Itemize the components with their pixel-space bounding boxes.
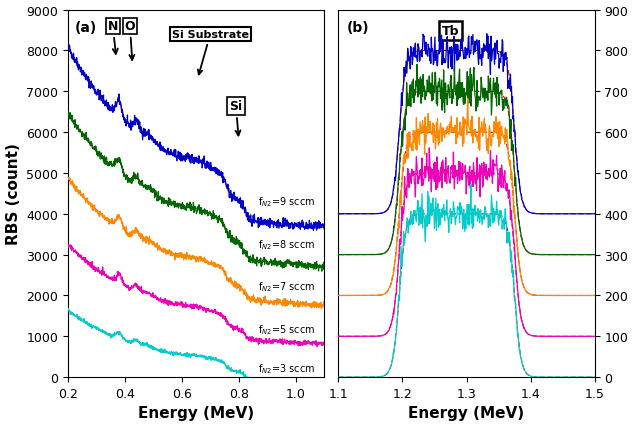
Text: (b): (b) bbox=[347, 21, 369, 35]
X-axis label: Energy (MeV): Energy (MeV) bbox=[138, 406, 254, 420]
Text: N: N bbox=[108, 20, 118, 55]
Text: f$_{N2}$=3 sccm: f$_{N2}$=3 sccm bbox=[259, 362, 316, 375]
Text: (a): (a) bbox=[75, 21, 97, 35]
X-axis label: Energy (MeV): Energy (MeV) bbox=[408, 406, 524, 420]
Text: O: O bbox=[125, 20, 135, 61]
Y-axis label: RBS (count): RBS (count) bbox=[6, 143, 20, 245]
Text: f$_{N2}$=7 sccm: f$_{N2}$=7 sccm bbox=[259, 280, 316, 294]
Text: f$_{N2}$=5 sccm: f$_{N2}$=5 sccm bbox=[259, 323, 316, 337]
Text: Si Substrate: Si Substrate bbox=[172, 30, 249, 75]
Text: f$_{N2}$=9 sccm: f$_{N2}$=9 sccm bbox=[259, 194, 316, 208]
Text: Tb: Tb bbox=[442, 25, 459, 38]
Text: Si: Si bbox=[230, 100, 242, 136]
Text: f$_{N2}$=8 sccm: f$_{N2}$=8 sccm bbox=[259, 237, 316, 251]
